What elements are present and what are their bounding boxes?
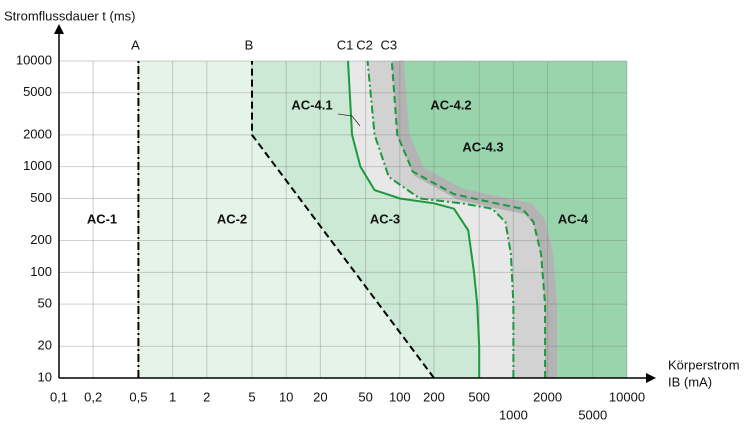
labels: 0,1 0,2 0,5 1 2 5 10 20 50 100 200 5001000200050001…: [16, 37, 645, 422]
x-tick-label: 0,5: [129, 389, 147, 404]
y-axis-label: Stromflussdauer t (ms): [4, 8, 135, 23]
zones: [138, 60, 627, 378]
zone-label: AC-2: [217, 211, 247, 226]
zone-fill: [252, 61, 480, 378]
x-tick-label: 1000: [499, 407, 528, 422]
y-tick-label: 2000: [23, 126, 52, 141]
y-tick-label: 1000: [23, 158, 52, 173]
x-tick-label: 0,2: [84, 389, 102, 404]
zone-fill: [367, 61, 546, 378]
curve-label: C1: [337, 37, 354, 52]
zone-label: AC-3: [370, 211, 400, 226]
x-tick-label: 200: [423, 389, 445, 404]
y-tick-label: 100: [30, 264, 52, 279]
y-tick-label: 50: [38, 296, 52, 311]
x-tick-label: 5000: [578, 407, 607, 422]
x-tick-label: 20: [313, 389, 327, 404]
x-tick-label: 2: [203, 389, 210, 404]
zone-label: AC-4.3: [462, 139, 503, 154]
curve: [251, 61, 435, 379]
curve-label: C3: [380, 37, 397, 52]
y-tick-label: 200: [30, 232, 52, 247]
curve: [390, 60, 547, 378]
y-tick-label: 5000: [23, 84, 52, 99]
x-axis-label: Körperstrom: [668, 357, 740, 372]
y-tick-label: 500: [30, 190, 52, 205]
y-tick-label: 10000: [16, 52, 52, 67]
zone-label: AC-4: [558, 211, 589, 226]
x-tick-label: 5: [248, 389, 255, 404]
x-tick-label: 50: [358, 389, 372, 404]
curve-label: B: [245, 37, 254, 52]
y-tick-label: 10: [38, 369, 52, 384]
zone-fill: [348, 61, 514, 378]
x-tick-label: 1: [169, 389, 176, 404]
x-axis-unit: IB (mA): [668, 374, 712, 389]
zone-label: AC-4.2: [430, 97, 471, 112]
zone-fill: [391, 61, 627, 378]
curves: [137, 60, 547, 379]
zone-band: [391, 60, 558, 378]
curve: [347, 60, 481, 378]
curve-label: C2: [356, 37, 373, 52]
x-tick-label: 100: [389, 389, 411, 404]
x-tick-label: 0,1: [50, 389, 68, 404]
curve-label: A: [131, 37, 140, 52]
x-tick-label: 10: [279, 389, 293, 404]
x-tick-label: 2000: [533, 389, 562, 404]
zone-label: AC-4.1: [291, 97, 332, 112]
zone-label: AC-1: [87, 211, 117, 226]
x-axis-arrow: [646, 373, 656, 383]
zone-fill: [138, 61, 434, 378]
x-tick-label: 500: [468, 389, 490, 404]
leader-line: [337, 113, 361, 127]
x-tick-label: 10000: [609, 389, 645, 404]
y-axis-arrow: [54, 24, 64, 34]
curve: [366, 60, 515, 378]
y-tick-label: 20: [38, 338, 52, 353]
